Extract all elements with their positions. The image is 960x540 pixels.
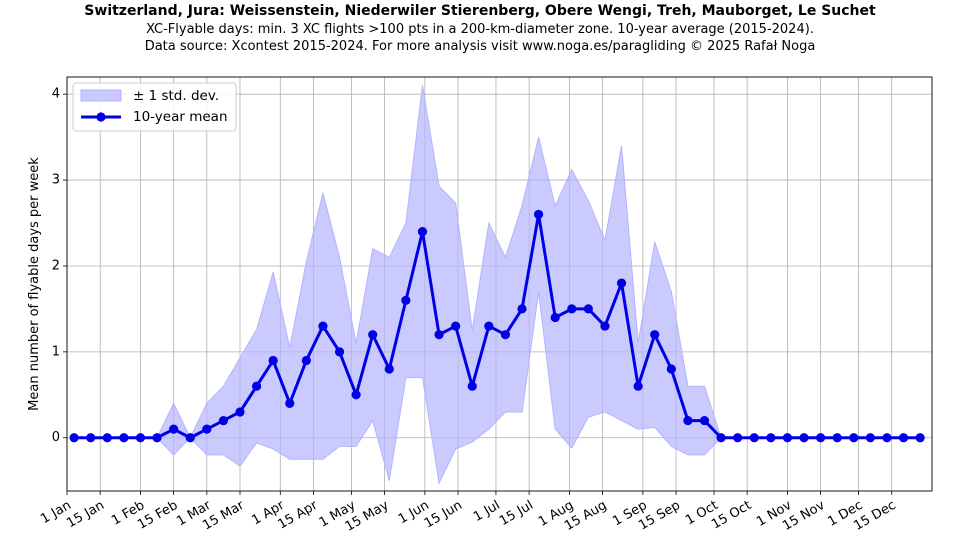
data-point: [832, 433, 842, 443]
data-point: [69, 433, 79, 443]
y-tick-label: 0: [52, 430, 60, 445]
data-point: [600, 321, 610, 331]
y-axis-label: Mean number of flyable days per week: [27, 157, 42, 411]
data-point: [484, 321, 494, 331]
data-point: [749, 433, 759, 443]
x-tick-label: 15 Jul: [497, 498, 536, 529]
data-point: [152, 433, 162, 443]
legend: ± 1 std. dev. 10-year mean: [72, 82, 237, 132]
data-point: [301, 355, 311, 366]
data-point: [550, 312, 560, 323]
data-point: [716, 433, 726, 443]
data-point: [135, 433, 146, 443]
legend-line-marker: [96, 112, 106, 122]
y-tick-label: 4: [52, 87, 60, 102]
data-point: [451, 321, 461, 331]
plot-frame: [66, 76, 933, 492]
data-point: [235, 407, 245, 417]
mean-line: [74, 212, 921, 440]
data-point: [401, 295, 411, 305]
legend-band-swatch: [80, 89, 122, 102]
data-point: [417, 227, 428, 237]
std-band-layer: [74, 85, 921, 485]
data-point: [368, 330, 378, 340]
legend-band-label: ± 1 std. dev.: [133, 88, 219, 104]
legend-line-label: 10-year mean: [133, 109, 228, 125]
data-point: [251, 381, 262, 391]
data-point: [500, 330, 511, 340]
data-point: [534, 209, 544, 220]
data-point: [202, 424, 212, 434]
data-point: [218, 415, 229, 426]
data-point: [583, 304, 593, 314]
data-point: [434, 330, 444, 340]
chart-subtitle: XC-Flyable days: min. 3 XC flights >100 …: [146, 22, 814, 37]
data-point: [650, 330, 660, 340]
data-point: [633, 381, 643, 391]
data-point: [865, 433, 875, 443]
y-tick-label: 1: [52, 344, 60, 359]
chart-source: Data source: Xcontest 2015-2024. For mor…: [144, 39, 816, 54]
data-point: [666, 364, 676, 374]
data-point: [285, 398, 295, 408]
y-tick-label: 2: [52, 258, 60, 273]
data-point: [119, 433, 129, 443]
std-band: [74, 85, 921, 485]
data-point: [616, 278, 627, 288]
data-point: [816, 433, 826, 443]
data-point: [733, 433, 743, 443]
data-point: [351, 390, 361, 400]
x-tick-label: 15 Jun: [422, 498, 465, 531]
data-point: [699, 415, 710, 426]
data-point: [799, 433, 809, 443]
data-point: [766, 433, 776, 443]
x-tick-label: 15 Jan: [64, 498, 107, 531]
mean-line-layer: [69, 209, 925, 443]
data-point: [782, 433, 793, 443]
data-point: [567, 304, 577, 314]
data-point: [882, 433, 892, 443]
data-point: [898, 433, 909, 443]
data-point: [318, 321, 328, 331]
data-point: [102, 433, 112, 443]
y-tick-label: 3: [52, 173, 60, 188]
data-point: [86, 433, 96, 443]
data-point: [517, 304, 527, 314]
data-point: [334, 347, 345, 357]
data-point: [683, 415, 693, 426]
data-point: [384, 364, 394, 374]
chart-title: Switzerland, Jura: Weissenstein, Niederw…: [84, 3, 876, 19]
data-point: [185, 433, 195, 443]
x-tick-label: 1 Jul: [471, 498, 503, 525]
data-point: [915, 433, 925, 443]
data-point: [849, 433, 859, 443]
data-point: [169, 424, 179, 434]
data-point: [467, 381, 477, 391]
data-point: [268, 355, 278, 366]
